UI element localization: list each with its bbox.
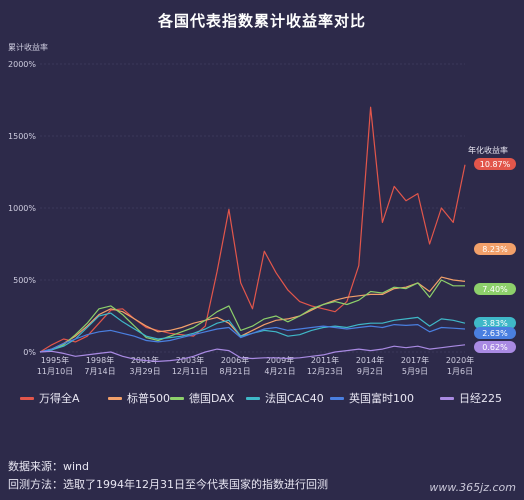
x-tick-date: 3月29日 [129,367,160,376]
annual-return-label: 2.63% [482,329,508,338]
annual-return-label: 10.87% [480,160,511,169]
x-tick-year: 2011年 [311,355,339,365]
legend-swatch [170,396,184,400]
legend-label: 德国DAX [189,392,235,405]
y-axis-label: 累计收益率 [8,43,48,52]
legend-item: 法国CAC40 [246,390,324,406]
y-tick-label: 2000% [8,60,36,69]
legend-label: 万得全A [39,392,80,405]
x-tick-year: 2014年 [356,355,384,365]
chart-title: 各国代表指数累计收益率对比 [157,12,366,30]
legend-swatch [108,396,122,400]
x-tick-year: 1995年 [41,355,69,365]
x-tick-year: 2006年 [221,355,249,365]
legend-item: 万得全A [20,390,80,406]
y-tick-label: 500% [13,276,36,285]
legend-swatch [330,396,344,400]
annual-return-label: 7.40% [482,285,508,294]
legend: 万得全A 标普500 德国DAX 法国CAC40 英国富时100 日经225 [20,390,520,408]
x-tick-date: 12月11日 [172,367,208,376]
legend-swatch [246,396,260,400]
method-text: 回测方法：选取了1994年12月31日至今代表国家的指数进行回测 [8,478,328,491]
annual-return-badge [474,283,516,295]
legend-item: 英国富时100 [330,390,414,406]
annual-return-label: 8.23% [482,245,508,254]
x-tick-date: 5月9日 [402,367,428,376]
annual-return-header: 年化收益率 [468,146,508,155]
legend-item: 标普500 [108,390,170,406]
annual-return-badge [474,327,516,339]
legend-label: 法国CAC40 [265,392,324,405]
series-line-1 [39,276,466,353]
legend-item: 德国DAX [170,390,234,406]
annual-return-badge [474,317,516,329]
x-tick-date: 9月2日 [357,367,383,376]
legend-label: 英国富时100 [349,392,414,405]
legend-label: 标普500 [127,392,170,405]
x-tick-year: 1998年 [86,355,114,365]
legend-item: 日经225 [440,390,502,406]
y-tick-label: 1500% [8,132,36,141]
annual-return-badge [474,243,516,255]
annual-return-label: 3.83% [482,319,508,328]
y-tick-label: 0% [23,348,36,357]
series-line-3 [39,312,466,353]
annual-return-badge [474,158,516,170]
x-tick-date: 11月10日 [37,367,73,376]
x-tick-date: 8月21日 [219,367,250,376]
watermark: www.365jz.com [429,481,516,494]
x-tick-year: 2003年 [176,355,204,365]
x-tick-year: 2020年 [446,355,474,365]
legend-swatch [20,396,34,400]
legend-swatch [440,396,454,400]
annual-return-label: 0.62% [482,343,508,352]
x-tick-date: 7月14日 [84,367,115,376]
y-tick-label: 1000% [8,204,36,213]
series-line-4 [39,324,466,353]
legend-label: 日经225 [459,392,502,405]
x-tick-year: 2009年 [266,355,294,365]
series-line-0 [39,106,466,353]
x-tick-year: 2017年 [401,355,429,365]
x-tick-date: 1月6日 [447,367,473,376]
series-line-5 [39,344,466,362]
x-tick-date: 4月21日 [264,367,295,376]
annual-return-badge [474,341,516,353]
data-source-text: 数据来源：wind [8,460,90,473]
series-line-2 [39,279,465,353]
x-tick-date: 12月23日 [307,367,343,376]
